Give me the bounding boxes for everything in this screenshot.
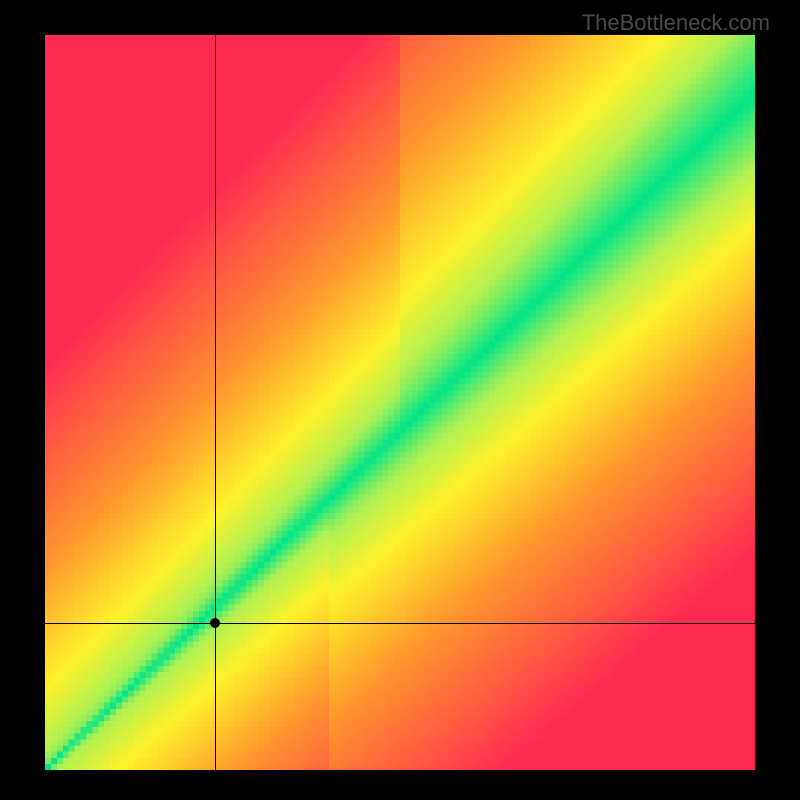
crosshair-vertical <box>215 35 216 770</box>
watermark-text: TheBottleneck.com <box>582 10 770 36</box>
crosshair-marker <box>210 618 220 628</box>
heatmap-plot-area <box>45 35 755 770</box>
heatmap-canvas <box>45 35 755 770</box>
crosshair-horizontal <box>45 623 755 624</box>
